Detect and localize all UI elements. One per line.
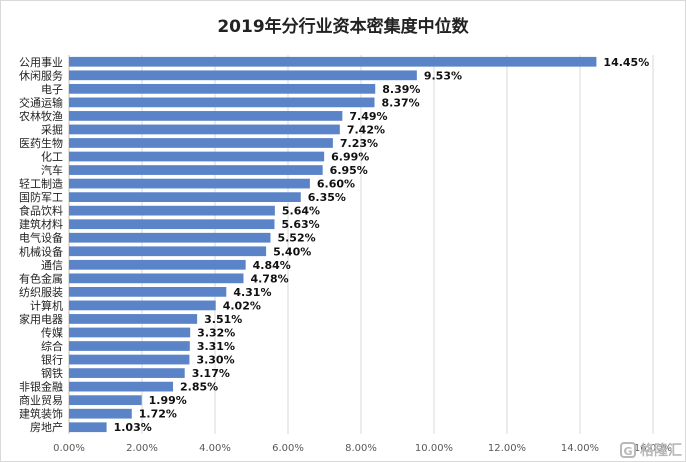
- category-label: 纺织服装: [19, 285, 63, 299]
- value-label: 1.03%: [114, 421, 152, 434]
- value-label: 6.60%: [317, 178, 355, 191]
- bar: [69, 83, 376, 94]
- value-label: 1.99%: [149, 394, 187, 407]
- category-label: 电气设备: [19, 231, 63, 245]
- value-label: 7.42%: [347, 123, 385, 136]
- value-label: 6.35%: [308, 191, 346, 204]
- bar: [69, 232, 271, 243]
- bar: [69, 422, 107, 433]
- value-label: 6.95%: [330, 164, 368, 177]
- bar: [69, 138, 333, 148]
- category-label: 轻工制造: [19, 177, 63, 191]
- category-label: 食品饮料: [19, 204, 63, 218]
- bar: [69, 354, 190, 365]
- category-label: 计算机: [30, 298, 63, 312]
- category-label: 钢铁: [41, 367, 63, 380]
- value-label: 5.40%: [273, 245, 311, 258]
- bar: [69, 273, 244, 284]
- bar: [69, 381, 174, 392]
- category-label: 机械设备: [19, 244, 63, 258]
- category-label: 医药生物: [19, 136, 63, 150]
- bar: [69, 205, 275, 216]
- category-label: 综合: [41, 339, 63, 353]
- x-tick-label: 14.00%: [561, 443, 599, 454]
- bar: [69, 327, 191, 338]
- value-label: 7.23%: [340, 137, 378, 150]
- value-label: 2.85%: [180, 381, 218, 394]
- category-label: 农林牧渔: [19, 109, 63, 123]
- category-label: 家用电器: [19, 312, 63, 326]
- bar: [69, 111, 343, 121]
- bar: [69, 97, 375, 108]
- category-label: 交通运输: [19, 95, 63, 109]
- value-label: 4.84%: [253, 259, 291, 272]
- value-label: 6.99%: [331, 151, 369, 164]
- watermark-logo-icon: G: [620, 442, 636, 458]
- value-label: 14.45%: [603, 56, 649, 69]
- value-label: 7.49%: [349, 110, 387, 123]
- category-label: 采掘: [41, 122, 63, 136]
- bar: [69, 341, 190, 351]
- value-label: 3.17%: [192, 367, 230, 380]
- value-label: 1.72%: [139, 408, 177, 421]
- category-label: 公用事业: [19, 56, 63, 69]
- value-label: 4.78%: [250, 272, 288, 285]
- bar: [69, 56, 597, 67]
- category-label: 电子: [41, 83, 63, 96]
- category-label: 银行: [41, 353, 63, 367]
- category-label: 建筑材料: [19, 217, 63, 231]
- value-label: 8.39%: [382, 83, 420, 96]
- watermark: G 格隆汇: [620, 440, 682, 460]
- x-tick-label: 8.00%: [345, 443, 377, 454]
- value-label: 3.51%: [204, 313, 242, 326]
- bar: [69, 192, 301, 202]
- category-label: 有色金属: [19, 271, 63, 285]
- x-tick-label: 2.00%: [126, 443, 158, 454]
- value-label: 9.53%: [424, 69, 462, 82]
- category-label: 商业贸易: [19, 393, 63, 407]
- value-label: 3.32%: [197, 326, 235, 339]
- value-label: 3.31%: [197, 340, 235, 353]
- bar: [69, 246, 267, 257]
- x-tick-label: 0.00%: [53, 443, 85, 454]
- value-label: 4.31%: [233, 286, 271, 299]
- category-label: 汽车: [41, 163, 63, 177]
- value-label: 4.02%: [223, 299, 261, 312]
- value-label: 8.37%: [382, 96, 420, 109]
- category-label: 建筑装饰: [19, 407, 63, 421]
- category-label: 休闲服务: [19, 68, 63, 82]
- bar: [69, 408, 132, 419]
- category-label: 非银金融: [19, 380, 63, 394]
- chart-title: 2019年分行业资本密集度中位数: [217, 17, 469, 37]
- bar: [69, 368, 185, 378]
- x-tick-label: 4.00%: [199, 443, 231, 454]
- value-label: 5.64%: [282, 205, 320, 218]
- x-tick-label: 6.00%: [272, 443, 304, 454]
- bar: [69, 395, 142, 406]
- bar: [69, 314, 198, 324]
- bar: [69, 70, 417, 81]
- bar: [69, 178, 310, 189]
- bar: [69, 287, 227, 297]
- value-label: 5.52%: [277, 232, 315, 245]
- bar: [69, 165, 323, 175]
- x-tick-label: 12.00%: [488, 443, 526, 454]
- category-label: 通信: [41, 259, 63, 272]
- bar: [69, 151, 325, 162]
- x-tick-label: 16.00%: [634, 443, 672, 454]
- value-label: 5.63%: [281, 218, 319, 231]
- category-label: 房地产: [30, 420, 63, 434]
- watermark-text: 格隆汇: [640, 443, 682, 459]
- bar: [69, 219, 275, 230]
- bar: [69, 259, 246, 270]
- value-label: 3.30%: [196, 354, 234, 367]
- category-label: 传媒: [41, 326, 63, 339]
- category-label: 化工: [41, 150, 63, 164]
- x-tick-label: 10.00%: [415, 443, 453, 454]
- bar: [69, 300, 216, 311]
- category-label: 国防军工: [19, 190, 63, 204]
- bar: [69, 124, 340, 135]
